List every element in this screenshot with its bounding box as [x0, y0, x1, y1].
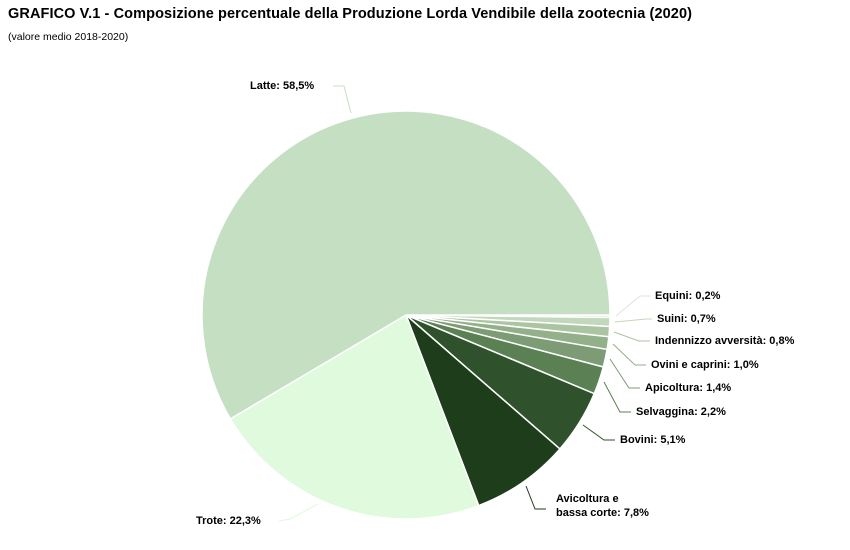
- slice-label-trote: Trote: 22,3%: [196, 515, 261, 527]
- slice-label-equini: Equini: 0,2%: [655, 290, 721, 302]
- pie-slice-avicoltura-e-bassa-corte: [405, 314, 561, 507]
- chart-title: GRAFICO V.1 - Composizione percentuale d…: [8, 6, 693, 22]
- pie-slice-trote: [229, 314, 480, 520]
- slice-label-bovini: Bovini: 5,1%: [620, 434, 686, 446]
- slice-label-selvaggina: Selvaggina: 2,2%: [636, 406, 726, 418]
- pie-slice-latte: [201, 110, 611, 420]
- leader-line-equini: [615, 295, 651, 317]
- leader-line-selvaggina: [603, 381, 631, 413]
- slice-label-indennizzo-avversita: Indennizzo avversità: 0,8%: [655, 335, 795, 347]
- leader-line-bovini: [582, 424, 615, 441]
- leader-line-trote: [278, 503, 319, 522]
- chart-subtitle: (valore medio 2018-2020): [8, 31, 129, 43]
- leader-line-latte: [333, 85, 352, 114]
- slice-label-latte: Latte: 58,5%: [250, 80, 315, 92]
- leader-line-suini: [614, 318, 652, 323]
- slice-label-apicoltura: Apicoltura: 1,4%: [645, 382, 732, 394]
- leader-line-avicoltura-e-bassa-corte: [525, 485, 546, 510]
- slice-label-ovini-e-caprini: Ovini e caprini: 1,0%: [651, 359, 759, 371]
- leader-line-ovini-e-caprini: [612, 343, 646, 366]
- slice-label-suini: Suini: 0,7%: [657, 313, 716, 325]
- leader-line-indennizzo-avversit: [613, 331, 650, 342]
- slice-label-avicoltura-e-bassa-corte: Avicoltura e bassa corte: 7,8%: [556, 493, 649, 519]
- leader-line-apicoltura: [609, 358, 640, 389]
